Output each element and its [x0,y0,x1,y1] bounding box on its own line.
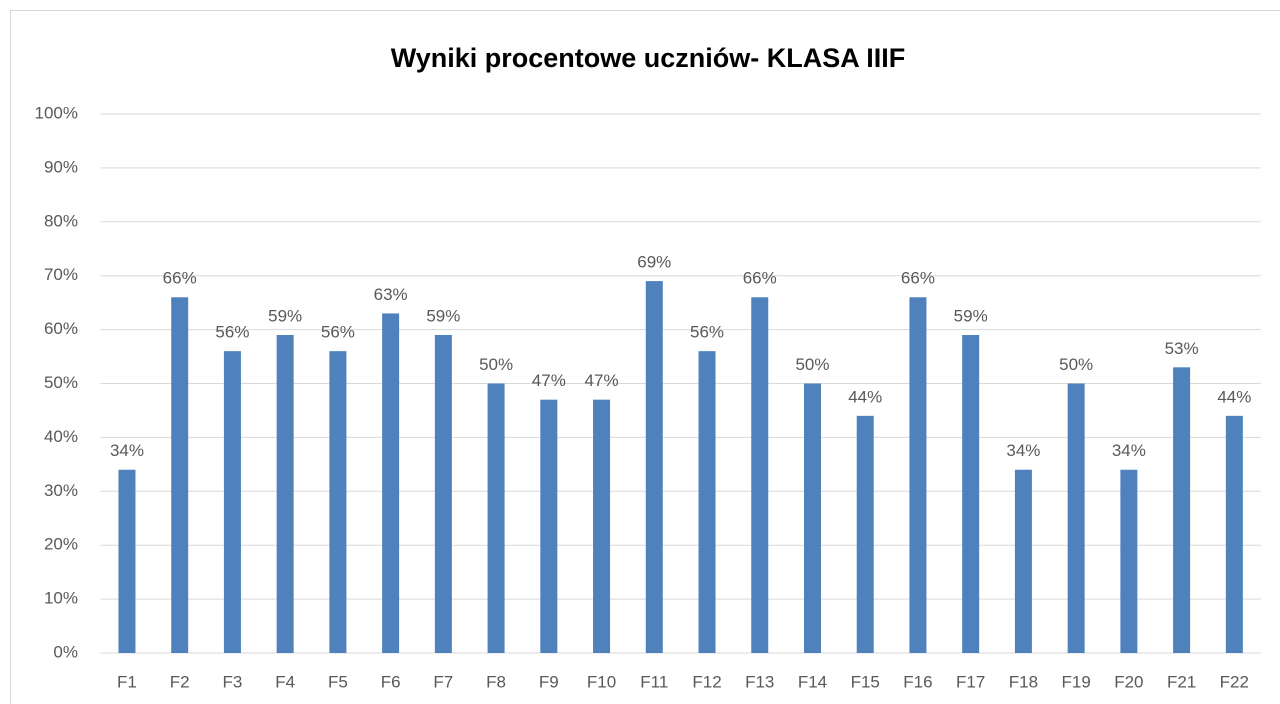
bar [276,334,294,653]
value-label: 50% [479,355,513,374]
value-label: 34% [1006,441,1040,460]
value-label: 66% [163,269,197,288]
value-label: 53% [1165,339,1199,358]
bar [751,297,769,653]
x-tick-label: F12 [692,672,721,691]
chart-title: Wyniki procentowe uczniów- KLASA IIIF [391,43,906,73]
x-tick-label: F16 [903,672,932,691]
bar [1120,469,1138,653]
y-tick-label: 90% [44,157,78,176]
value-label: 44% [848,387,882,406]
y-tick-label: 70% [44,265,78,284]
bar [1225,415,1243,653]
value-label: 59% [426,306,460,325]
bar [698,351,716,653]
bar [1067,383,1085,653]
bar [329,351,347,653]
value-label: 47% [532,371,566,390]
bar [1014,469,1032,653]
y-tick-label: 10% [44,589,78,608]
x-tick-label: F9 [539,672,559,691]
bar [382,313,400,653]
bar [593,399,611,653]
y-tick-label: 40% [44,427,78,446]
x-tick-label: F10 [587,672,616,691]
x-tick-label: F6 [381,672,401,691]
bar [434,334,452,653]
y-tick-label: 60% [44,319,78,338]
x-tick-label: F13 [745,672,774,691]
y-tick-label: 100% [35,103,78,122]
x-tick-label: F1 [117,672,137,691]
x-tick-label: F3 [223,672,243,691]
x-tick-label: F5 [328,672,348,691]
value-label: 69% [637,253,671,272]
y-tick-label: 50% [44,373,78,392]
x-tick-label: F2 [170,672,190,691]
bar [540,399,558,653]
x-tick-label: F7 [433,672,453,691]
value-label: 66% [901,269,935,288]
bar [803,383,821,653]
y-tick-label: 80% [44,211,78,230]
value-label: 63% [374,285,408,304]
value-label: 50% [795,355,829,374]
y-tick-label: 20% [44,535,78,554]
value-label: 59% [268,306,302,325]
bar [171,297,189,653]
x-tick-label: F22 [1220,672,1249,691]
bar [1173,367,1191,653]
value-label: 34% [110,441,144,460]
x-tick-label: F17 [956,672,985,691]
x-tick-label: F18 [1009,672,1038,691]
value-label: 56% [690,323,724,342]
x-tick-label: F19 [1061,672,1090,691]
value-label: 56% [321,323,355,342]
value-label: 47% [585,371,619,390]
value-label: 50% [1059,355,1093,374]
y-tick-label: 30% [44,481,78,500]
bar [856,415,874,653]
y-tick-label: 0% [53,642,78,661]
x-tick-label: F15 [851,672,880,691]
bar [223,351,241,653]
value-label: 56% [215,323,249,342]
value-label: 66% [743,269,777,288]
value-label: 59% [954,306,988,325]
value-label: 34% [1112,441,1146,460]
x-tick-label: F21 [1167,672,1196,691]
x-tick-label: F14 [798,672,827,691]
x-tick-label: F11 [640,672,668,691]
bar [909,297,927,653]
x-tick-label: F4 [275,672,295,691]
x-tick-label: F20 [1114,672,1143,691]
value-label: 44% [1217,387,1251,406]
x-tick-label: F8 [486,672,506,691]
bar [487,383,505,653]
bar [645,281,663,653]
bar [118,469,136,653]
bar [962,334,980,653]
